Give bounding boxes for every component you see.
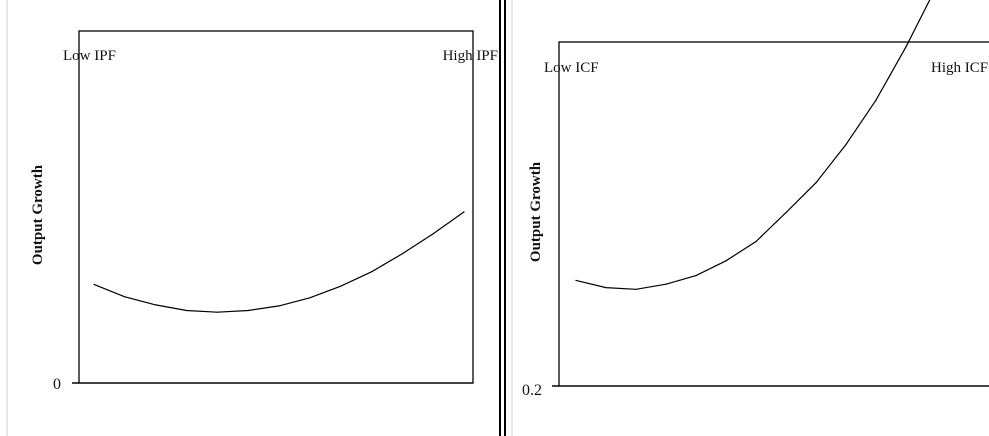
y-axis-title: Output Growth — [30, 164, 46, 265]
plot-area-frame — [558, 41, 989, 387]
plot-area-frame — [78, 30, 474, 384]
series-line — [93, 211, 465, 313]
low-end-label: Low ICF — [544, 60, 599, 76]
y-axis-title: Output Growth — [528, 161, 544, 262]
y-tick-label: 0 — [53, 376, 61, 393]
y-tick-label: 0.2 — [522, 382, 542, 399]
low-end-label: Low IPF — [63, 48, 116, 64]
series-line — [575, 0, 931, 290]
chart-panel-ipf: 0 Output Growth Low IPF High IPF — [6, 0, 501, 436]
high-end-label: High ICF — [931, 60, 988, 76]
high-end-label: High IPF — [443, 48, 498, 64]
chart-panel-icf: 0.2 Output Growth Low ICF High ICF — [504, 0, 989, 436]
data-points — [93, 211, 465, 313]
